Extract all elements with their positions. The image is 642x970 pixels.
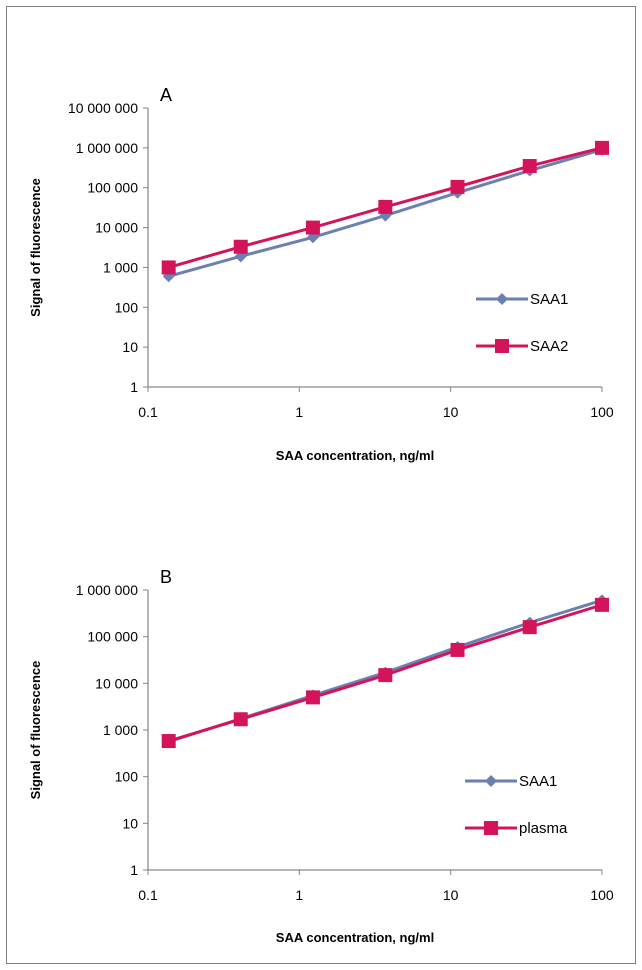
y-tick-label: 100 000 — [87, 629, 138, 645]
y-tick-label: 1 — [130, 862, 138, 878]
data-point — [161, 260, 176, 275]
x-tick-label: 1 — [295, 887, 303, 903]
panel-label: B — [160, 567, 172, 587]
x-tick-label: 10 — [443, 887, 459, 903]
chart-panel-a: 1 10 100 1 000 10 000 100 000 1 000 000 10 000 … — [28, 85, 614, 463]
data-point — [522, 159, 537, 174]
x-tick-label: 100 — [590, 887, 614, 903]
legend-marker — [485, 775, 497, 787]
legend-label: SAA1 — [530, 291, 568, 308]
data-point — [450, 179, 465, 194]
y-tick-label: 1 — [130, 379, 138, 395]
y-tick-label: 10 — [122, 339, 138, 355]
series-plasma — [161, 597, 609, 749]
x-tick-label: 10 — [443, 404, 459, 420]
data-point — [305, 220, 320, 235]
legend-entry-saa1: SAA1 — [465, 773, 557, 790]
y-tick-label: 1 000 000 — [76, 140, 138, 156]
y-tick-label: 100 — [115, 769, 139, 785]
x-tick-label: 0.1 — [138, 404, 158, 420]
data-point — [233, 712, 248, 727]
series-saa2 — [161, 140, 609, 275]
data-point — [378, 199, 393, 214]
legend-marker — [496, 293, 508, 305]
legend-label: SAA1 — [519, 773, 557, 790]
y-tick-label: 10 000 — [95, 220, 138, 236]
legend-marker — [484, 821, 498, 835]
legend-entry-saa2: SAA2 — [476, 338, 568, 355]
legend-label: SAA2 — [530, 338, 568, 355]
panel-label: A — [160, 85, 172, 105]
y-tick-label: 10 — [122, 815, 138, 831]
legend-marker — [495, 339, 509, 353]
data-point — [305, 690, 320, 705]
data-point — [595, 597, 609, 612]
legend-entry-saa1: SAA1 — [476, 291, 568, 308]
data-point — [233, 239, 248, 254]
y-tick-label: 10 000 — [95, 675, 138, 691]
legend-entry-plasma: plasma — [465, 820, 568, 837]
x-axis-title: SAA concentration, ng/ml — [276, 930, 434, 945]
y-tick-label: 1 000 — [103, 722, 138, 738]
y-tick-label: 100 — [115, 299, 139, 315]
x-tick-label: 1 — [295, 404, 303, 420]
data-point — [161, 734, 176, 749]
y-tick-label: 1 000 — [103, 259, 138, 275]
x-axis-title: SAA concentration, ng/ml — [276, 448, 434, 463]
y-axis-title: Signal of fluorescence — [28, 178, 43, 317]
data-point — [522, 620, 537, 635]
y-tick-label: 100 000 — [87, 180, 138, 196]
x-tick-label: 100 — [590, 404, 614, 420]
data-point — [595, 140, 609, 155]
data-point — [450, 642, 465, 657]
data-point — [378, 668, 393, 683]
y-tick-label: 10 000 000 — [68, 100, 138, 116]
y-tick-label: 1 000 000 — [76, 582, 138, 598]
y-axis-title: Signal of fluorescence — [28, 661, 43, 800]
legend-label: plasma — [519, 820, 568, 837]
x-tick-label: 0.1 — [138, 887, 158, 903]
